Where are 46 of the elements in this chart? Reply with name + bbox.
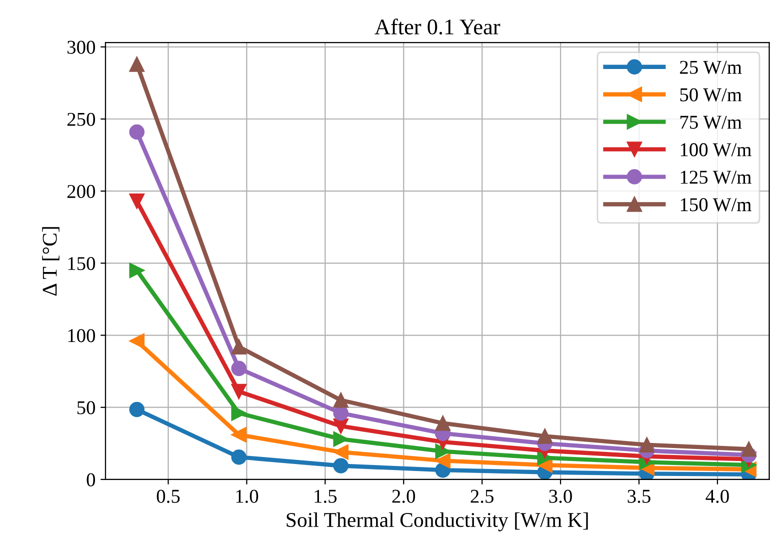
- point: [231, 449, 247, 465]
- y-tick-label: 200: [67, 184, 96, 198]
- point: [435, 453, 450, 468]
- y-tick-label: 0: [86, 473, 96, 486]
- point: [231, 384, 247, 400]
- chart-title: After 0.1 Year: [374, 18, 500, 35]
- point: [231, 360, 247, 376]
- y-tick-label: 50: [77, 401, 96, 414]
- x-tick-label: 2.0: [392, 490, 416, 503]
- x-tick-label: 4.0: [706, 490, 729, 503]
- point: [435, 444, 450, 459]
- legend-label: 100 W/m: [680, 143, 752, 156]
- point: [435, 416, 450, 431]
- point: [129, 124, 145, 140]
- legend-label: 75 W/m: [680, 116, 742, 129]
- x-tick-label: 1.0: [236, 490, 258, 503]
- point: [129, 56, 145, 72]
- point: [231, 339, 247, 354]
- legend-label: 50 W/m: [680, 88, 742, 102]
- point: [537, 428, 552, 444]
- y-tick-label: 300: [68, 40, 96, 54]
- x-axis-title: Soil Thermal Conductivity [W/m K]: [286, 512, 588, 532]
- point: [333, 458, 348, 474]
- point: [129, 402, 145, 418]
- y-tick-label: 100: [68, 329, 96, 342]
- point: [639, 437, 654, 452]
- x-tick-label: 1.5: [314, 490, 337, 503]
- x-tick-label: 3.5: [628, 490, 650, 503]
- point: [333, 392, 348, 408]
- y-tick-label: 150: [68, 256, 96, 270]
- point: [231, 405, 247, 421]
- point: [129, 262, 145, 278]
- point: [129, 194, 145, 209]
- x-tick-label: 3.0: [549, 490, 572, 503]
- legend-label: 150 W/m: [680, 198, 752, 212]
- point: [231, 427, 247, 442]
- x-tick-label: 0.5: [156, 490, 180, 503]
- legend-label: 125 W/m: [680, 170, 752, 184]
- point: [129, 333, 145, 349]
- legend-label: 25 W/m: [680, 60, 742, 74]
- point: [333, 431, 348, 447]
- point: [333, 444, 348, 460]
- point: [741, 442, 756, 457]
- x-tick-label: 2.5: [470, 490, 494, 503]
- y-axis-title: Δ T [°C]: [42, 227, 60, 296]
- y-tick-label: 250: [67, 112, 96, 126]
